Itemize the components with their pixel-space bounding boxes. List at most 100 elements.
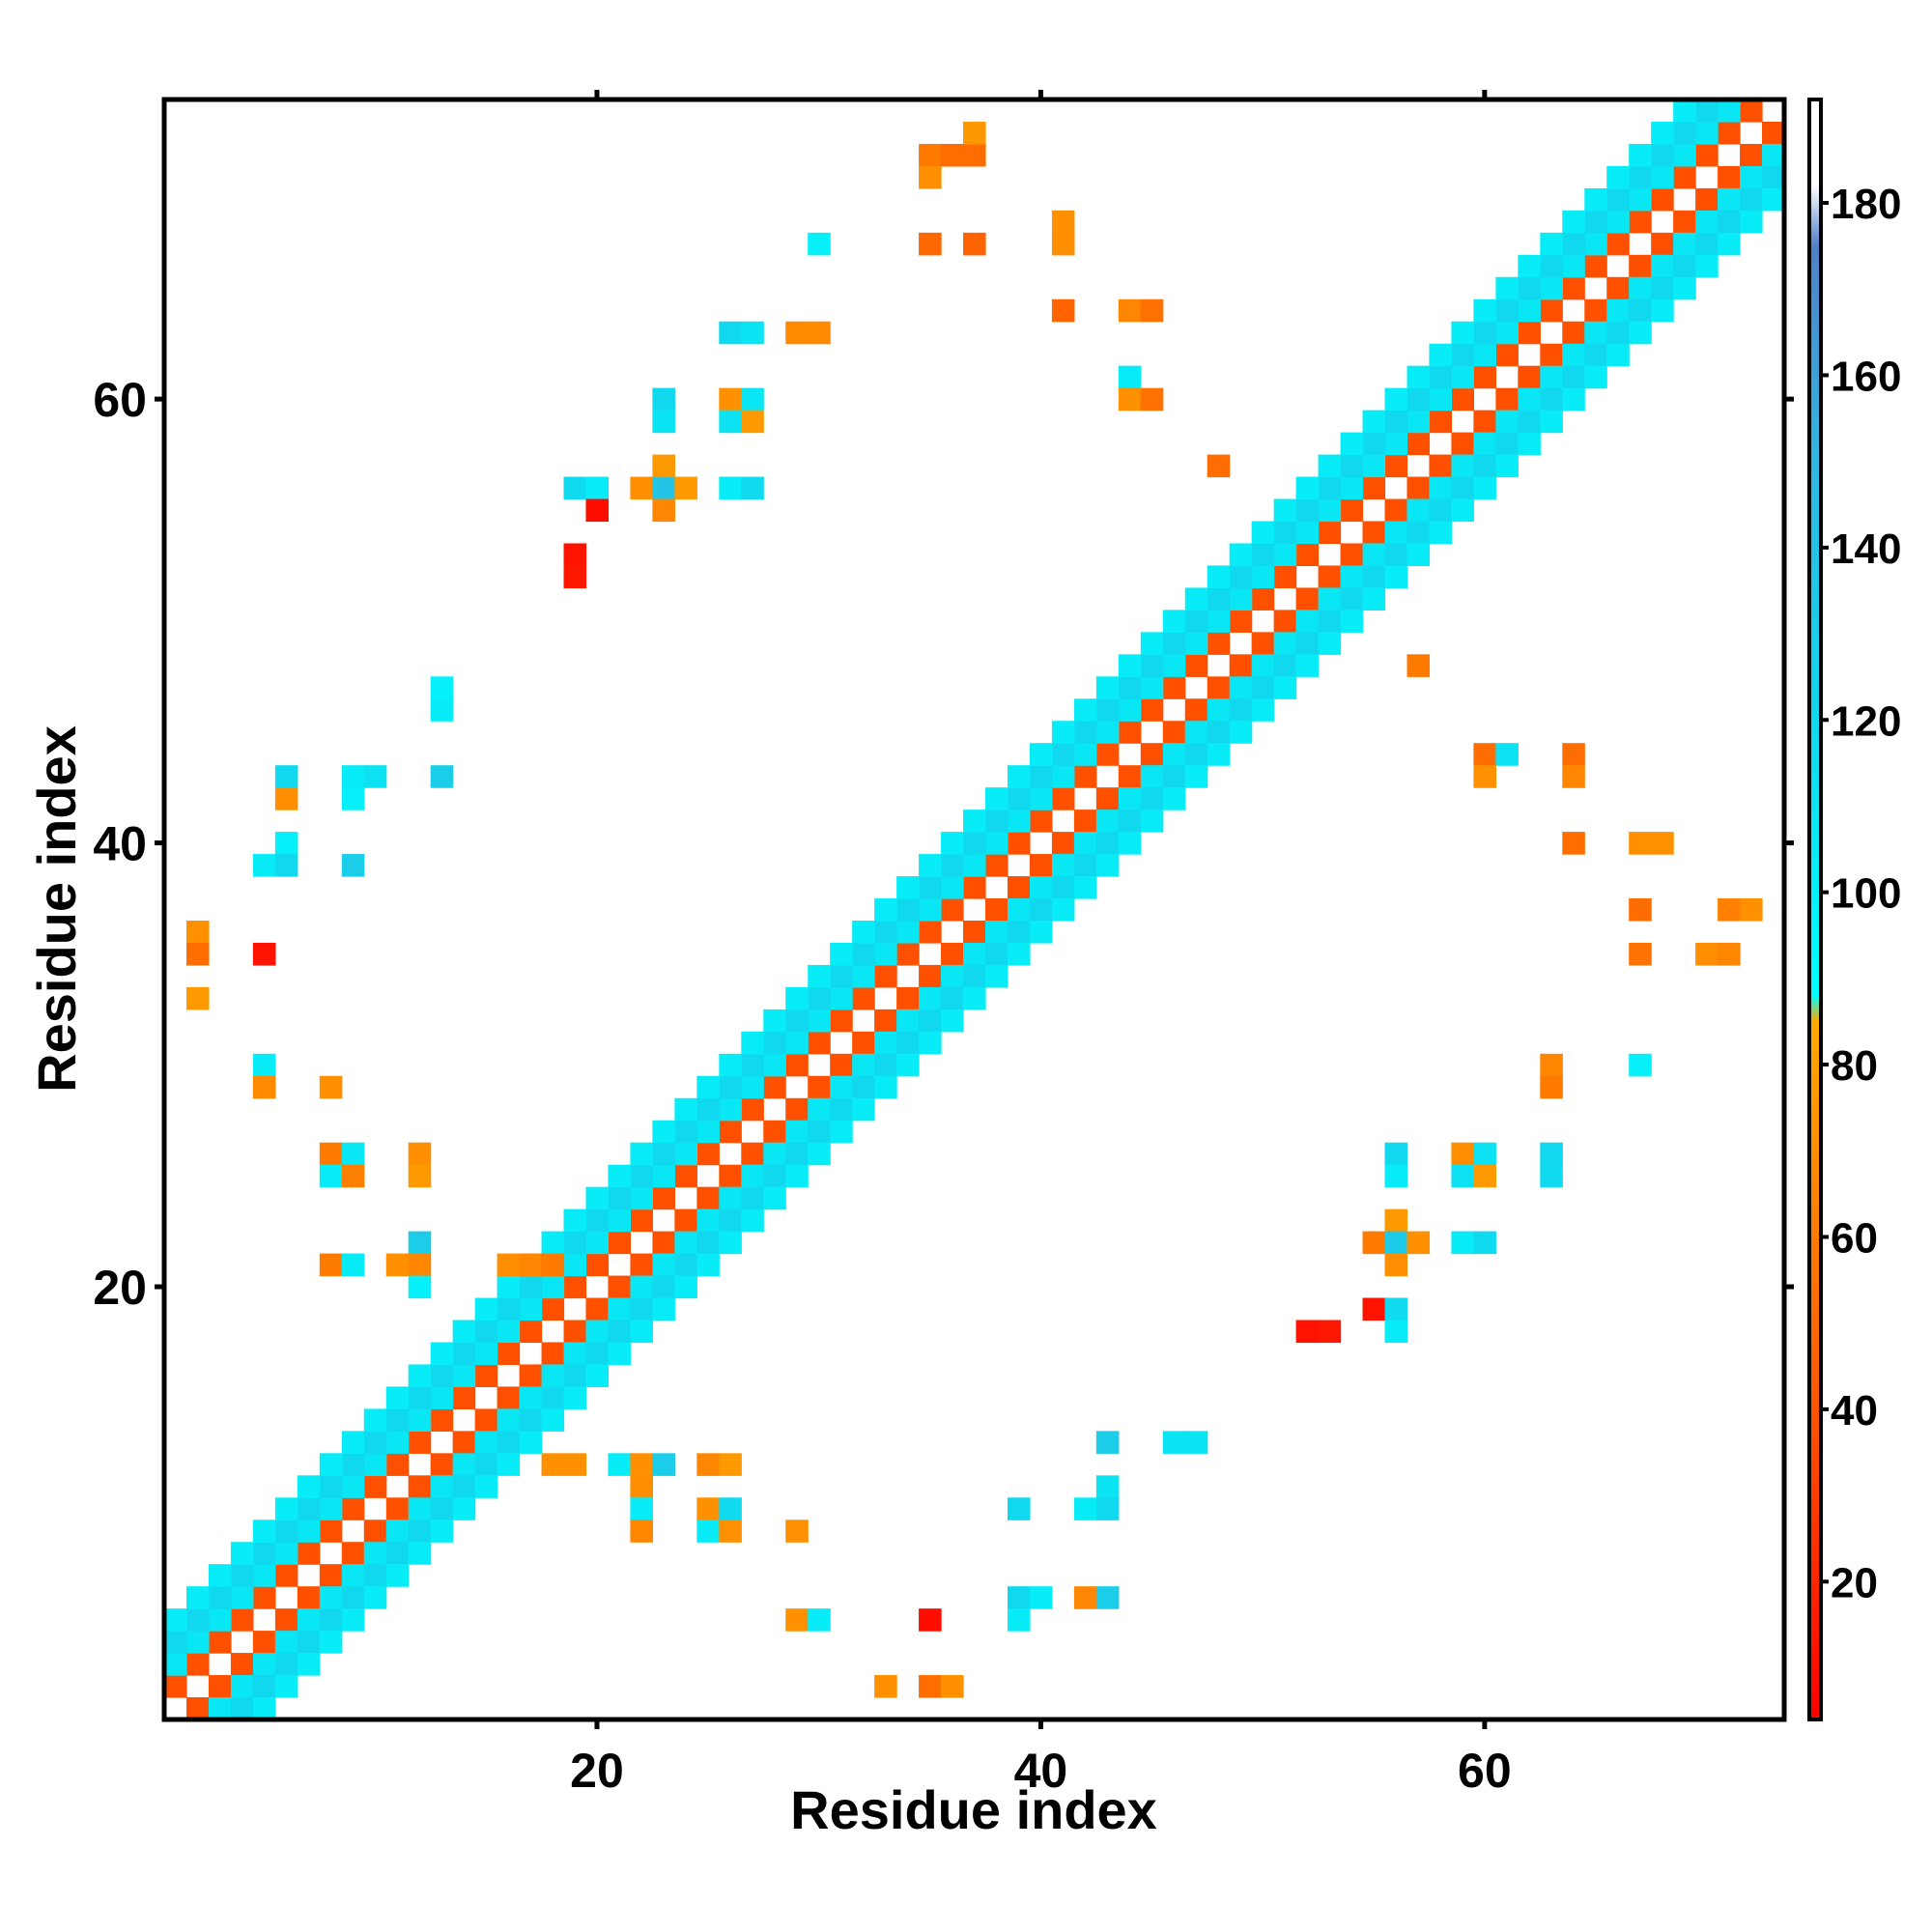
heatmap-cell <box>252 1675 276 1698</box>
heatmap-cell <box>1451 498 1474 523</box>
heatmap-cell <box>874 1075 897 1099</box>
heatmap-cell <box>1051 298 1075 323</box>
heatmap-cell <box>1229 565 1253 588</box>
heatmap-cell <box>896 942 920 966</box>
heatmap-cell <box>1162 765 1186 788</box>
heatmap-cell <box>741 1053 764 1077</box>
heatmap-cell <box>474 1364 498 1388</box>
heatmap-cell <box>1362 521 1386 545</box>
heatmap-cell <box>1406 543 1431 567</box>
heatmap-cell <box>919 1608 942 1632</box>
heatmap-cell <box>385 1386 410 1409</box>
heatmap-cell <box>541 1364 565 1388</box>
heatmap-cell <box>1429 454 1453 478</box>
heatmap-cell <box>1629 276 1652 300</box>
heatmap-cell <box>1207 676 1231 699</box>
heatmap-cell <box>1584 365 1607 389</box>
heatmap-cell <box>585 1297 610 1321</box>
heatmap-cell <box>297 1653 321 1676</box>
heatmap-cell <box>1295 498 1320 523</box>
heatmap-cell <box>1184 610 1208 633</box>
heatmap-cell <box>319 1075 343 1099</box>
heatmap-cell <box>763 1186 786 1210</box>
heatmap-cell <box>741 1075 764 1099</box>
heatmap-cell <box>808 986 831 1010</box>
heatmap-cell <box>1184 587 1208 611</box>
heatmap-cell <box>408 1253 432 1277</box>
heatmap-cell <box>1051 832 1075 855</box>
heatmap-cell <box>1562 832 1585 855</box>
heatmap-cell <box>474 1342 498 1366</box>
heatmap-cell <box>741 1186 764 1210</box>
heatmap-cell <box>1740 165 1763 189</box>
heatmap-cell <box>1540 1142 1563 1166</box>
heatmap-cell <box>1584 210 1607 234</box>
heatmap-cell <box>1007 832 1031 855</box>
heatmap-cell <box>474 1297 498 1321</box>
heatmap-cell <box>252 1631 276 1654</box>
heatmap-cell <box>1384 521 1408 545</box>
heatmap-cell <box>1651 143 1674 167</box>
heatmap-cell <box>1051 765 1075 788</box>
heatmap-cell <box>1540 387 1563 412</box>
heatmap-cell <box>274 1542 298 1565</box>
heatmap-cell <box>741 1164 764 1188</box>
heatmap-cell <box>1207 587 1231 611</box>
heatmap-cell <box>363 1431 387 1454</box>
heatmap-cell <box>1429 410 1453 434</box>
heatmap-cell <box>1118 365 1142 389</box>
heatmap-cell <box>608 1320 632 1344</box>
heatmap-cell <box>430 1342 454 1366</box>
heatmap-cell <box>1162 1431 1186 1454</box>
heatmap-cell <box>1229 543 1253 567</box>
heatmap-cell <box>1251 698 1275 722</box>
heatmap-cell <box>963 121 986 145</box>
heatmap-cell <box>452 1342 476 1366</box>
heatmap-cell <box>1606 165 1630 189</box>
heatmap-cell <box>585 1186 610 1210</box>
heatmap-cell <box>984 942 1009 966</box>
heatmap-cell <box>674 1253 697 1277</box>
heatmap-cell <box>808 1120 831 1144</box>
heatmap-cell <box>297 1475 321 1498</box>
heatmap-cell <box>1718 942 1741 966</box>
heatmap-cell <box>1584 187 1607 212</box>
heatmap-cell <box>719 1186 742 1210</box>
heatmap-cell <box>1273 610 1297 633</box>
heatmap-cell <box>874 1053 897 1077</box>
heatmap-cell <box>1562 365 1585 389</box>
heatmap-cell <box>274 854 298 877</box>
heatmap-cell <box>252 942 276 966</box>
heatmap-cell <box>1140 810 1164 833</box>
heatmap-cell <box>1251 587 1275 611</box>
heatmap-cell <box>563 1231 587 1255</box>
heatmap-cell <box>585 476 610 500</box>
heatmap-cell <box>1340 610 1364 633</box>
heatmap-cell <box>185 1653 210 1676</box>
heatmap-cell <box>452 1453 476 1476</box>
heatmap-cell <box>1673 165 1696 189</box>
heatmap-cell <box>1584 254 1607 278</box>
heatmap-cell <box>1651 165 1674 189</box>
heatmap-cell <box>497 1253 521 1277</box>
heatmap-cell <box>1118 298 1142 323</box>
heatmap-cell <box>608 1164 632 1188</box>
heatmap-cell <box>852 986 875 1010</box>
heatmap-cell <box>1162 632 1186 655</box>
heatmap-cell <box>474 1475 498 1498</box>
heatmap-cell <box>741 476 764 500</box>
heatmap-cell <box>1029 920 1053 944</box>
heatmap-cell <box>1207 698 1231 722</box>
heatmap-cell <box>563 1275 587 1299</box>
heatmap-cell <box>984 920 1009 944</box>
heatmap-cell <box>230 1564 254 1587</box>
heatmap-cell <box>652 1231 675 1255</box>
heatmap-cell <box>1540 232 1563 256</box>
heatmap-cell <box>1362 1231 1386 1255</box>
heatmap-cell <box>896 1053 920 1077</box>
heatmap-cell <box>1451 1142 1474 1166</box>
heatmap-cell <box>519 1408 543 1432</box>
heatmap-cell <box>1184 765 1208 788</box>
heatmap-cell <box>1318 476 1342 500</box>
heatmap-cell <box>341 1542 365 1565</box>
